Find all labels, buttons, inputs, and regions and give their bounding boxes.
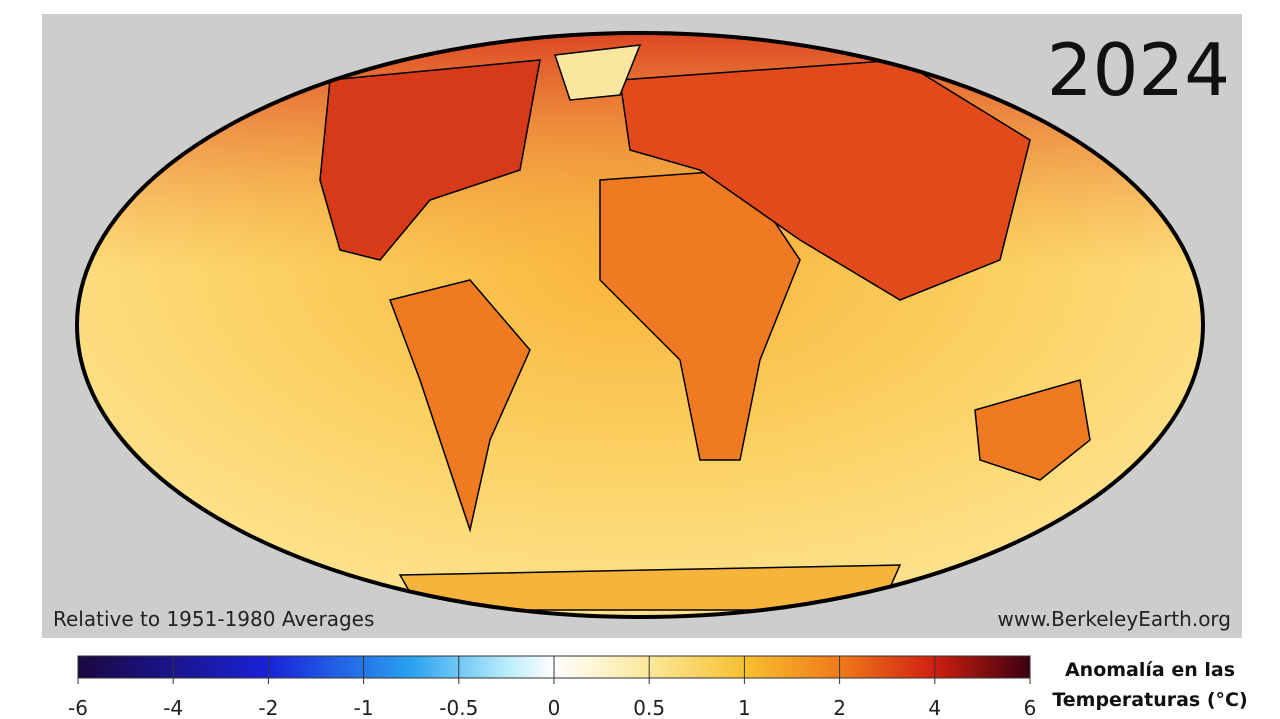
colorbar-tick-label: 0 [548,696,561,719]
colorbar-tick-label: -1 [354,696,374,719]
colorbar-tick-label: -6 [68,696,88,719]
colorbar-tick-label: 1 [738,696,751,719]
colorbar-tick-label: 6 [1024,696,1037,719]
colorbar-tick-label: -4 [163,696,183,719]
colorbar-tick-label: -0.5 [439,696,478,719]
map-outline [75,31,1205,619]
map [77,33,1203,617]
source-url: www.BerkeleyEarth.org [997,607,1231,631]
colorbar-label: Anomalía en las [1065,659,1235,681]
footer-note: Relative to 1951-1980 Averages [53,607,374,631]
colorbar-tick-label: 2 [833,696,846,719]
colorbar-tick-label: 0.5 [633,696,665,719]
colorbar-label: Temperaturas (°C) [1052,689,1247,711]
colorbar-tick-label: 4 [928,696,941,719]
year-label: 2024 [1047,28,1230,112]
colorbar-tick-label: -2 [258,696,278,719]
